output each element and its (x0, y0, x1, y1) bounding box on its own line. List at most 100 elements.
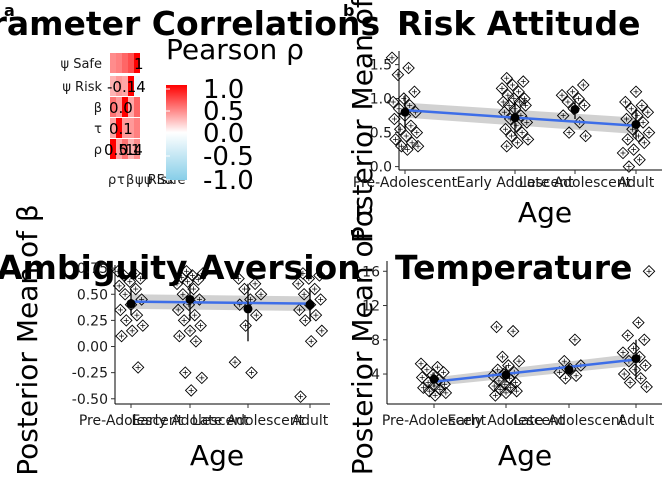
fit-line (433, 358, 637, 383)
heatmap-row-label: β (94, 101, 102, 116)
data-point (506, 324, 520, 338)
heatmap-cell (110, 53, 116, 73)
data-point (385, 51, 399, 65)
data-point (177, 314, 191, 327)
data-point (508, 102, 522, 116)
data-point (515, 126, 529, 139)
heatmap-cell (122, 118, 128, 138)
y-tick-label: 0.0 (370, 160, 392, 176)
heatmap-cell-value: -0.14 (107, 78, 146, 96)
data-point (393, 122, 407, 136)
data-point (504, 381, 518, 395)
data-point (619, 95, 632, 109)
data-point (428, 389, 442, 402)
data-point (496, 350, 509, 364)
data-point (439, 386, 453, 400)
heatmap-cell-value: 1 (134, 55, 144, 73)
data-point (254, 287, 268, 301)
data-point (642, 264, 656, 278)
data-point (395, 139, 408, 153)
heatmap-col-label: τ (117, 173, 125, 188)
heatmap-row-label: ψ Risk (62, 80, 102, 95)
data-point (129, 282, 143, 296)
data-point (238, 282, 251, 296)
heatmap-cell (116, 97, 122, 117)
data-point (134, 272, 147, 285)
data-point (509, 119, 523, 133)
heatmap-cell (128, 118, 134, 138)
data-point (616, 346, 630, 359)
data-point (519, 99, 532, 112)
heatmap-cell-value: 1 (125, 141, 135, 159)
heatmap-cell (116, 139, 122, 159)
x-tick-label: Late Adolescent (513, 413, 626, 429)
group-mean (126, 299, 136, 309)
data-point (555, 88, 569, 102)
y-tick-label: 0.50 (77, 287, 108, 303)
data-point (623, 376, 637, 389)
data-point (521, 133, 535, 146)
data-point (620, 112, 633, 126)
heatmap-cell (110, 139, 116, 159)
data-point (308, 282, 322, 296)
panel-b-title: Risk Attitude (397, 4, 640, 43)
panel-d-x-title: Age (498, 439, 552, 472)
heatmap-cell (110, 76, 116, 96)
data-point (621, 133, 635, 146)
data-point (627, 143, 640, 156)
heatmap-row-label: ψ Safe (60, 57, 102, 72)
group-mean (400, 107, 410, 117)
heatmap-col-label: ψ Risk (135, 173, 175, 188)
heatmap-col-label: ρ (108, 173, 116, 188)
heatmap-cell (110, 118, 116, 138)
data-point (566, 85, 579, 99)
data-point (574, 359, 588, 372)
data-point (183, 324, 197, 338)
data-point (170, 277, 184, 291)
data-point (114, 303, 127, 317)
y-tick-label: 0.25 (77, 313, 108, 329)
data-point (178, 366, 192, 379)
data-point (630, 109, 644, 122)
data-point (411, 139, 425, 153)
heatmap-cell (116, 118, 122, 138)
data-point (496, 95, 510, 109)
data-point (499, 122, 512, 136)
data-point (569, 369, 583, 383)
group-mean (305, 300, 315, 310)
data-point (629, 85, 643, 99)
data-point (427, 379, 441, 393)
data-point (500, 71, 514, 85)
data-point (499, 386, 513, 400)
x-tick-label: Late Adolescent (192, 413, 305, 429)
legend-tick-label: 0.0 (203, 119, 244, 149)
y-tick-label: 0.5 (370, 126, 392, 142)
data-point (616, 146, 630, 160)
data-point (245, 366, 258, 379)
data-point (294, 390, 307, 403)
data-point (559, 372, 572, 385)
data-point (112, 279, 126, 293)
data-point (561, 95, 575, 109)
data-point (388, 112, 401, 126)
x-tick-label: Pre-Adolescent (79, 413, 184, 429)
data-point (510, 384, 523, 398)
group-mean (564, 365, 574, 375)
data-point (568, 333, 582, 347)
data-point (505, 129, 518, 143)
heatmap-cell-value: 1 (131, 141, 141, 159)
panel-b: b Risk Attitude Posterior Mean of α Age … (343, 0, 662, 243)
fit-line (130, 300, 311, 305)
data-point (579, 129, 592, 143)
data-point (399, 129, 413, 143)
data-point (291, 277, 305, 291)
data-point (302, 272, 316, 285)
data-point (315, 324, 329, 338)
heatmap-cell (116, 53, 122, 73)
data-point (176, 287, 190, 301)
data-point (195, 371, 209, 385)
heatmap-cell (134, 139, 140, 159)
group-mean (631, 119, 641, 129)
heatmap-cell (134, 118, 140, 138)
